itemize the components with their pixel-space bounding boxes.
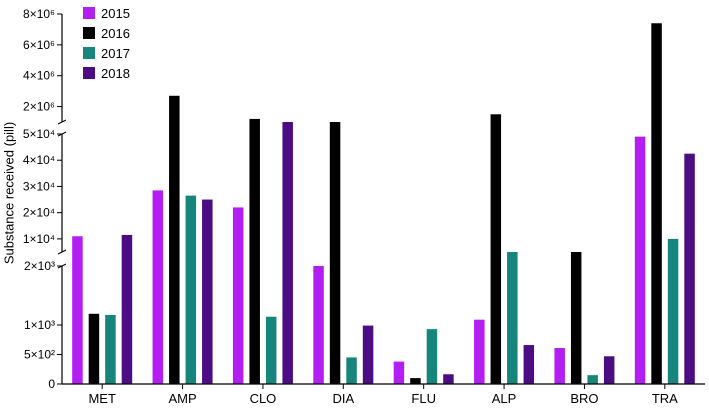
bar: [362, 325, 374, 384]
bar: [523, 345, 535, 384]
y-tick-label: 2×10⁶: [23, 100, 55, 114]
bar: [232, 207, 244, 384]
bar: [507, 252, 518, 384]
bar: [88, 313, 100, 384]
bar: [121, 234, 133, 384]
bar: [684, 153, 695, 384]
bar: [313, 266, 324, 384]
bar: [329, 122, 341, 384]
y-tick-label: 5×10⁴: [23, 127, 55, 141]
bar: [105, 314, 116, 384]
y-tick-label: 6×10⁶: [23, 38, 55, 52]
x-tick-label: DIA: [332, 391, 354, 406]
legend-swatch: [83, 47, 95, 59]
x-tick-label: AMP: [168, 391, 196, 406]
bar: [667, 238, 679, 384]
y-tick-label: 2×10⁴: [23, 206, 55, 220]
bar: [570, 252, 582, 384]
bar: [554, 348, 565, 384]
x-tick-label: ALP: [492, 391, 517, 406]
y-tick-label: 1×10³: [24, 318, 55, 332]
legend-swatch: [83, 67, 95, 79]
legend-item-2018: 2018: [83, 63, 130, 83]
x-tick-label: MET: [88, 391, 116, 406]
legend-label: 2017: [101, 45, 130, 61]
legend-swatch: [83, 7, 95, 19]
bar: [169, 95, 180, 385]
y-tick-label: 1×10⁴: [23, 232, 55, 246]
bar: [474, 319, 485, 384]
bar: [265, 316, 277, 384]
axis-break-mark: [57, 119, 67, 125]
bar: [393, 361, 405, 384]
x-tick-label: BRO: [570, 391, 598, 406]
bar: [72, 236, 83, 384]
y-tick-label: 3×10⁴: [23, 179, 55, 193]
y-tick-label: 4×10⁴: [23, 153, 55, 167]
legend-item-2015: 2015: [83, 3, 130, 23]
x-tick-label: CLO: [250, 391, 277, 406]
x-tick-label: TRA: [652, 391, 678, 406]
legend-label: 2018: [101, 65, 130, 81]
bar: [587, 375, 598, 384]
bar: [490, 114, 502, 385]
bar: [152, 190, 164, 384]
legend-label: 2016: [101, 25, 130, 41]
bar: [426, 329, 438, 384]
y-tick-label: 2×10³: [24, 259, 55, 273]
y-tick-label: 5×10²: [24, 348, 55, 362]
bar: [202, 199, 213, 384]
bar: [185, 195, 197, 384]
y-axis-label: Substance received (pill): [1, 121, 17, 264]
y-tick-label: 4×10⁶: [23, 69, 55, 83]
y-tick-label: 8×10⁶: [23, 7, 55, 21]
legend-item-2016: 2016: [83, 23, 130, 43]
bar: [603, 356, 615, 384]
y-axis-label-container: Substance received (pill): [1, 0, 17, 385]
legend: 2015 2016 2017 2018: [83, 3, 130, 83]
bar: [651, 23, 662, 385]
bar: [634, 136, 646, 384]
bar: [282, 122, 293, 384]
legend-swatch: [83, 27, 95, 39]
bar: [443, 374, 454, 384]
bar: [249, 118, 260, 385]
legend-item-2017: 2017: [83, 43, 130, 63]
axis-break-mark: [57, 249, 67, 255]
y-tick-label: 0: [48, 377, 55, 391]
bar: [410, 378, 421, 384]
x-tick-label: FLU: [411, 391, 436, 406]
bar: [346, 357, 357, 384]
legend-label: 2015: [101, 5, 130, 21]
